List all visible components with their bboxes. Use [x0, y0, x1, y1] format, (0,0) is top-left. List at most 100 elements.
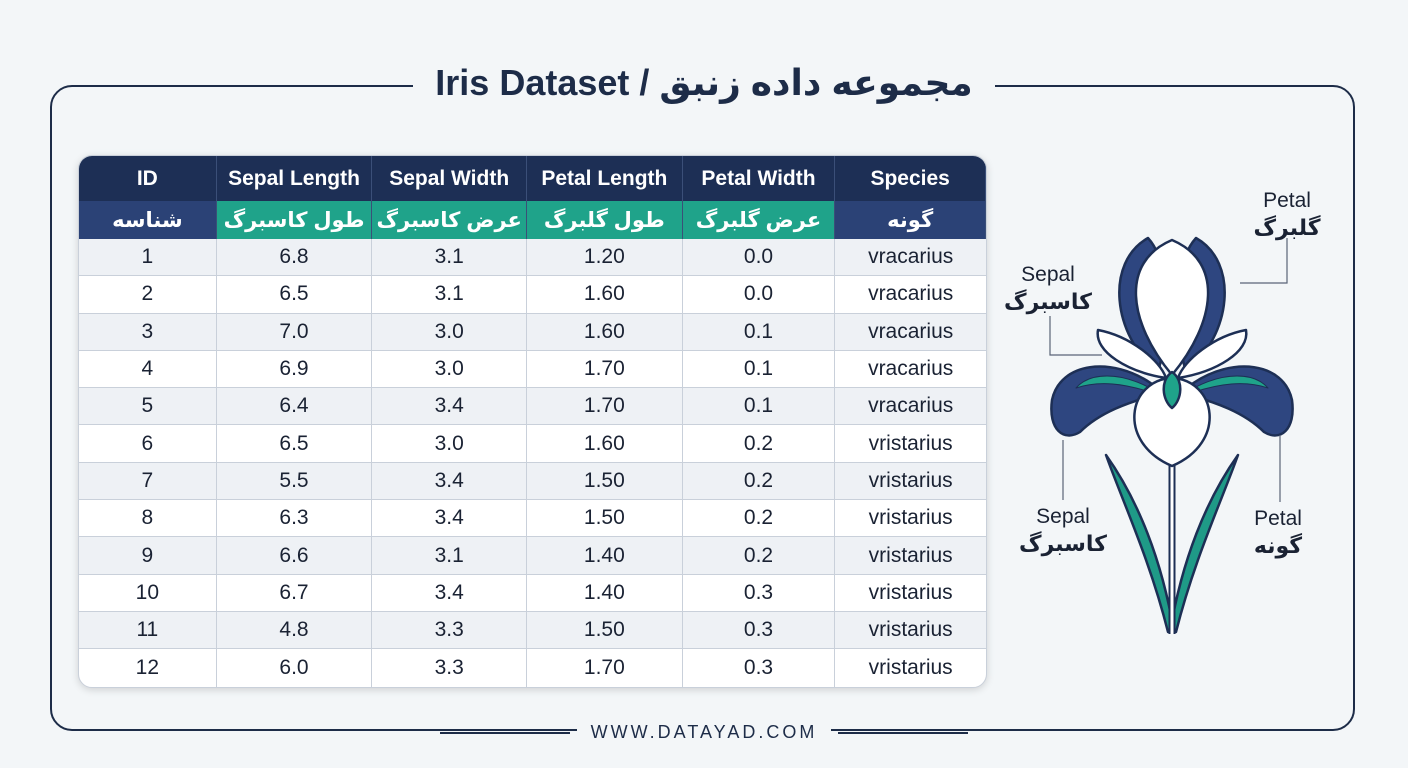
table-cell: 0.2 — [682, 500, 836, 538]
title: Iris Dataset / مجموعه داده زنبق — [413, 62, 995, 103]
table-cell: 3 — [79, 313, 217, 351]
table-cell: 3.4 — [372, 574, 528, 612]
table-cell: 1.70 — [527, 388, 683, 426]
table-cell: vristarius — [835, 462, 986, 501]
header-row-fa: شناسه طول کاسبرگ عرض کاسبرگ طول گلبرگ عرض گل… — [79, 201, 986, 239]
table-cell: 3.4 — [372, 462, 528, 501]
table-cell: vracarius — [835, 388, 986, 426]
table-cell: 0.1 — [682, 313, 836, 351]
header-cell: Petal Length — [527, 156, 683, 201]
table-cell: 6.4 — [216, 388, 373, 426]
table-cell: 10 — [79, 574, 217, 612]
footer: WWW.DATAYAD.COM — [576, 722, 832, 742]
table-cell: 5.5 — [216, 462, 373, 501]
title-bar: Iris Dataset / مجموعه داده زنبق — [0, 62, 1408, 104]
header-cell: Species — [835, 156, 986, 201]
data-table: ID Sepal Length Sepal Width Petal Length Pet… — [78, 155, 987, 688]
table-cell: 0.3 — [682, 574, 836, 612]
table-cell: 1.70 — [527, 649, 683, 687]
table-cell: 3.1 — [372, 537, 528, 575]
table-cell: 0.0 — [682, 276, 836, 314]
table-row: 7 5.5 3.4 1.50 0.2 vristarius — [79, 462, 986, 501]
table-cell: 1.40 — [527, 537, 683, 575]
table-cell: vracarius — [835, 239, 986, 277]
table-cell: 1.40 — [527, 574, 683, 612]
table-cell: 0.1 — [682, 350, 836, 389]
table-cell: 7.0 — [216, 313, 373, 351]
table-row: 11 4.8 3.3 1.50 0.3 vristarius — [79, 611, 986, 650]
header-cell-fa: عرض گلبرگ — [682, 201, 836, 239]
table-cell: vracarius — [835, 351, 986, 389]
table-cell: 3.4 — [372, 388, 528, 426]
header-cell: ID — [79, 156, 217, 201]
table-cell: 4.8 — [216, 611, 373, 650]
table-cell: 3.3 — [372, 649, 528, 687]
table-cell: 6.9 — [216, 350, 373, 389]
table-cell: 1 — [79, 239, 217, 277]
table-cell: vristarius — [868, 655, 953, 679]
table-cell: 1.70 — [527, 350, 683, 389]
table-cell: vristarius — [835, 425, 986, 463]
table-row: 5 6.4 3.4 1.70 0.1 vracarius — [79, 388, 986, 426]
table-cell: 6 — [79, 425, 217, 463]
table-cell: 6.5 — [216, 276, 373, 314]
table-cell: 3.1 — [372, 276, 528, 314]
table-cell: 2 — [79, 276, 217, 314]
table-cell: 11 — [79, 611, 217, 650]
table-row: 2 6.5 3.1 1.60 0.0 vracarius — [79, 276, 986, 314]
table-cell: 3.0 — [372, 350, 528, 389]
header-cell: Petal Width — [682, 156, 836, 201]
table-cell: 6.6 — [216, 537, 373, 575]
table-row: 9 6.6 3.1 1.40 0.2 vristarius — [79, 537, 986, 575]
table-cell: 9 — [79, 537, 217, 575]
header-cell-fa: طول کاسبرگ — [216, 201, 373, 239]
table-cell: 3.4 — [372, 500, 528, 538]
table-cell: 0.2 — [682, 462, 836, 501]
table-cell: 1.60 — [527, 313, 683, 351]
table-cell: 3.3 — [372, 611, 528, 650]
table-cell: 1.50 — [527, 462, 683, 501]
header-cell-fa: گونه — [835, 201, 986, 239]
table-cell: 4 — [79, 350, 217, 389]
table-row: 4 6.9 3.0 1.70 0.1 vracarius — [79, 350, 986, 389]
table-cell: 0.3 — [683, 649, 836, 687]
table-cell: 12 — [79, 649, 217, 687]
table-cell: 7 — [79, 462, 217, 501]
header-row: ID Sepal Length Sepal Width Petal Length Pet… — [79, 156, 986, 201]
table-cell: vristarius — [835, 537, 986, 575]
table-row: 6 6.5 3.0 1.60 0.2 vristarius — [79, 425, 986, 463]
table-cell: vristarius — [835, 611, 986, 650]
table-cell: 6.5 — [216, 425, 373, 463]
table-cell: 6.3 — [216, 500, 373, 538]
header-cell: Sepal Width — [372, 156, 528, 201]
table-cell: 6.8 — [216, 239, 373, 277]
table-row: 10 6.7 3.4 1.40 0.3 vristarius — [79, 574, 986, 612]
table-cell: vristarius — [835, 500, 986, 538]
table-cell: vracarius — [835, 276, 986, 314]
table-cell: 1.50 — [527, 500, 683, 538]
table-cell: 0.2 — [682, 537, 836, 575]
table-cell: 3.1 — [372, 239, 528, 277]
table-cell: 1.60 — [527, 425, 683, 463]
table-cell: 0.0 — [682, 239, 836, 277]
table-cell: 0.3 — [682, 611, 836, 650]
table-cell: 6.0 — [217, 649, 373, 687]
table-cell: 3.0 — [372, 425, 528, 463]
table-cell: vracarius — [835, 313, 986, 351]
table-cell: 0.2 — [682, 425, 836, 463]
table-row: 12 6.0 3.3 1.70 0.3 vristarius — [79, 649, 986, 687]
table-cell: 8 — [79, 500, 217, 538]
table-row: 3 7.0 3.0 1.60 0.1 vracarius — [79, 313, 986, 351]
table-cell: vristarius — [835, 575, 986, 612]
table-cell: 1.20 — [527, 239, 683, 277]
table-cell: 1.50 — [527, 611, 683, 650]
table-cell: 1.60 — [527, 276, 683, 314]
table-cell: 0.1 — [682, 388, 836, 426]
table-row: 8 6.3 3.4 1.50 0.2 vristarius — [79, 500, 986, 538]
footer-bar: WWW.DATAYAD.COM — [0, 722, 1408, 743]
header-cell: Sepal Length — [216, 156, 373, 201]
table-cell: 6.7 — [216, 574, 373, 612]
table-cell: 5 — [79, 388, 217, 426]
header-cell-fa: طول گلبرگ — [527, 201, 683, 239]
